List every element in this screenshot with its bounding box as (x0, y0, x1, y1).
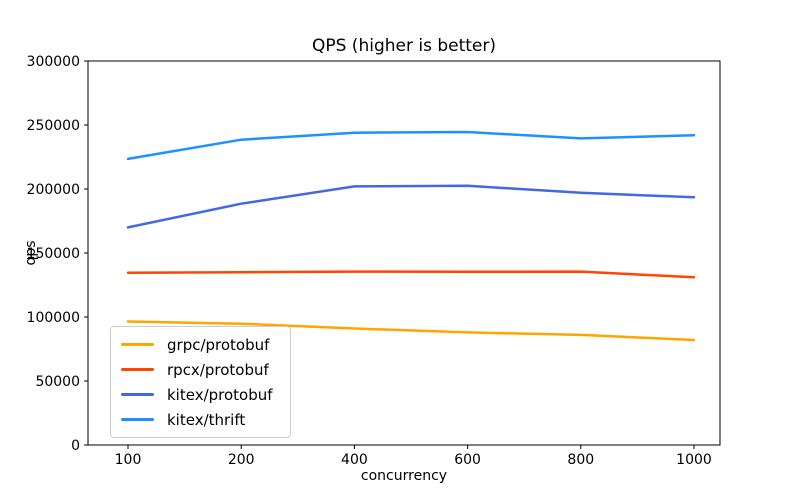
x-tick-label: 600 (454, 452, 481, 468)
y-tick-label: 150000 (27, 246, 80, 262)
x-tick-label: 100 (115, 452, 142, 468)
legend-item: rpcx/protobuf (121, 361, 280, 379)
y-tick-label: 50000 (35, 374, 80, 390)
legend-line-swatch (121, 343, 154, 346)
x-tick-label: 800 (567, 452, 594, 468)
legend-label: kitex/protobuf (167, 385, 273, 404)
y-axis-label: qps (23, 240, 39, 266)
y-tick-label: 100000 (27, 310, 80, 326)
legend: grpc/protobuf rpcx/protobuf kitex/protobuf… (110, 326, 291, 438)
legend-item: grpc/protobuf (121, 336, 280, 354)
x-tick-label: 400 (341, 452, 368, 468)
chart-title: QPS (higher is better) (311, 36, 497, 56)
legend-line-swatch (121, 368, 154, 371)
y-tick-label: 200000 (27, 182, 80, 198)
series-line-grpc-protobuf (126, 320, 696, 342)
legend-line-swatch (121, 393, 154, 396)
legend-label: rpcx/protobuf (167, 360, 269, 379)
series-line-kitex-thrift (126, 130, 696, 161)
series-line-rpcx-protobuf (126, 270, 696, 279)
series-line-kitex-protobuf (126, 184, 696, 229)
legend-item: kitex/protobuf (121, 386, 280, 404)
y-tick-label: 300000 (27, 54, 80, 70)
legend-item: kitex/thrift (121, 411, 280, 429)
x-tick-label: 200 (228, 452, 255, 468)
plot-frame (87, 60, 721, 446)
legend-line-swatch (121, 418, 154, 421)
legend-label: grpc/protobuf (167, 335, 270, 354)
y-tick-label: 0 (71, 438, 80, 454)
x-tick-label: 1000 (676, 452, 712, 468)
legend-label: kitex/thrift (167, 410, 246, 429)
x-axis-label: concurrency (360, 468, 448, 484)
y-tick-label: 250000 (27, 118, 80, 134)
